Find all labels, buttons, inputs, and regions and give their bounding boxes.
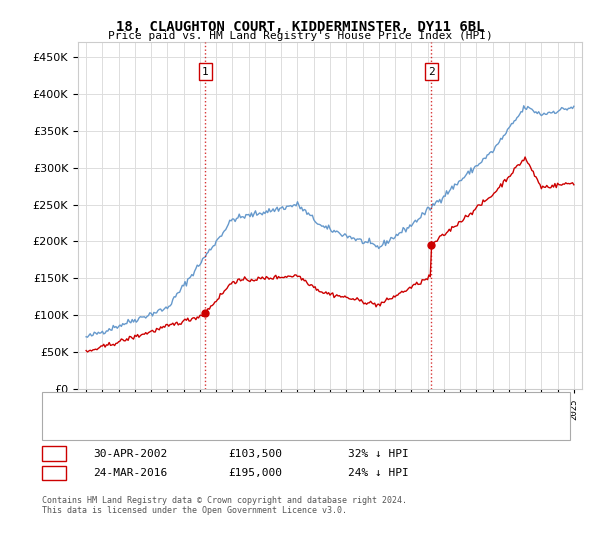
Text: 24% ↓ HPI: 24% ↓ HPI xyxy=(348,468,409,478)
Text: 18, CLAUGHTON COURT, KIDDERMINSTER, DY11 6BL: 18, CLAUGHTON COURT, KIDDERMINSTER, DY11… xyxy=(116,20,484,34)
Text: 1: 1 xyxy=(202,67,209,77)
Text: £195,000: £195,000 xyxy=(228,468,282,478)
Text: Contains HM Land Registry data © Crown copyright and database right 2024.
This d: Contains HM Land Registry data © Crown c… xyxy=(42,496,407,515)
Text: —: — xyxy=(54,391,73,410)
Text: 30-APR-2002: 30-APR-2002 xyxy=(93,449,167,459)
Text: —: — xyxy=(54,409,73,428)
Text: 2: 2 xyxy=(428,67,434,77)
Text: 24-MAR-2016: 24-MAR-2016 xyxy=(93,468,167,478)
Text: HPI: Average price, detached house, Wyre Forest: HPI: Average price, detached house, Wyre… xyxy=(81,414,357,424)
Text: 2: 2 xyxy=(50,468,58,478)
Text: 18, CLAUGHTON COURT, KIDDERMINSTER, DY11 6BL (detached house): 18, CLAUGHTON COURT, KIDDERMINSTER, DY11… xyxy=(81,395,439,405)
Text: 32% ↓ HPI: 32% ↓ HPI xyxy=(348,449,409,459)
Text: Price paid vs. HM Land Registry's House Price Index (HPI): Price paid vs. HM Land Registry's House … xyxy=(107,31,493,41)
Text: £103,500: £103,500 xyxy=(228,449,282,459)
Text: 1: 1 xyxy=(50,449,58,459)
